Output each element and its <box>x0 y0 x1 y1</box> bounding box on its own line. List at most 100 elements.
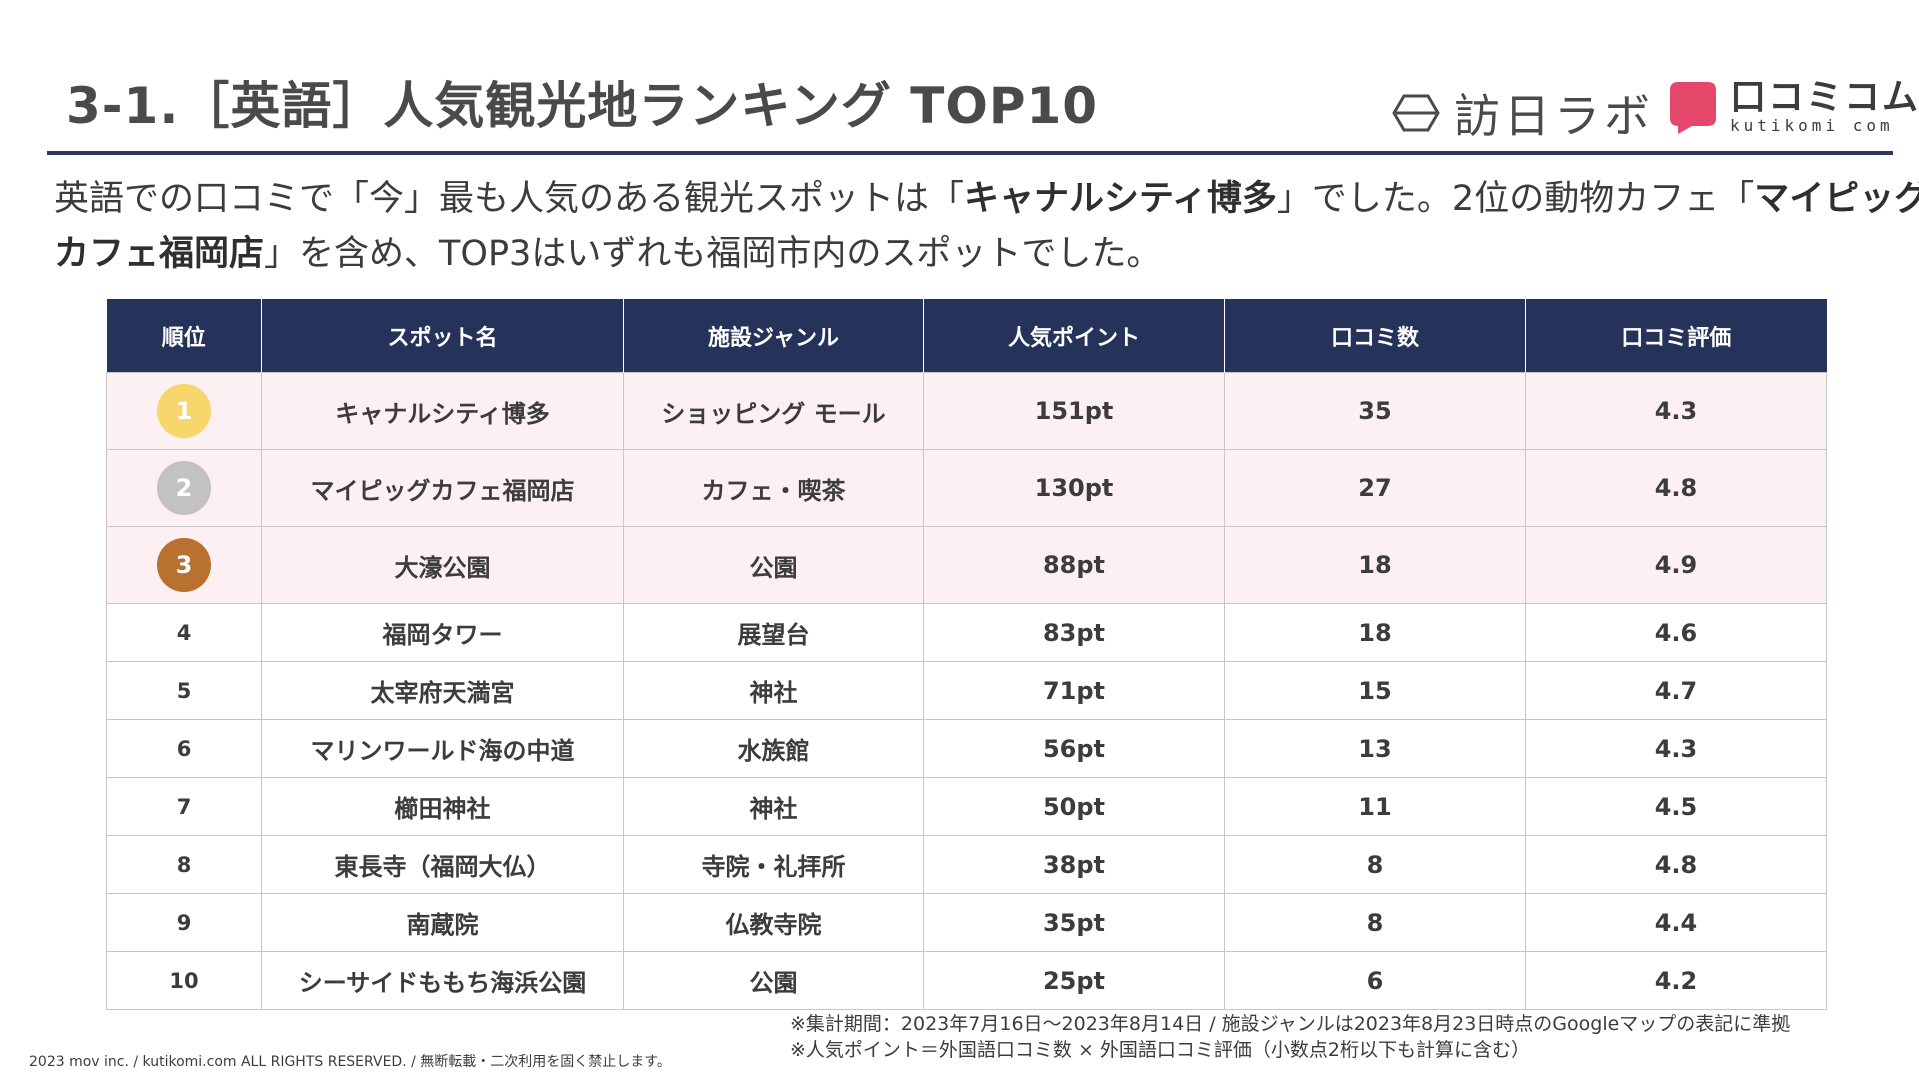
copyright-footer: 2023 mov inc. / kutikomi.com ALL RIGHTS … <box>29 1054 671 1070</box>
page-title: 3-1.［英語］人気観光地ランキング TOP10 <box>66 77 1099 135</box>
footnote-period: ※集計期間：2023年7月16日〜2023年8月14日 / 施設ジャンルは202… <box>790 1013 1791 1035</box>
ranking-table: 順位 スポット名 施設ジャンル 人気ポイント 口コミ数 口コミ評価 1 キャナル… <box>106 299 1827 1010</box>
table-row: 7 櫛田神社 神社 50pt 11 4.5 <box>106 777 1827 836</box>
inbound-lab-logo[interactable]: 訪日ラボ <box>1392 80 1654 146</box>
rank-cell: 10 <box>106 951 262 1010</box>
inbound-lab-logo-text: 訪日ラボ <box>1454 89 1654 143</box>
points-cell: 71pt <box>923 661 1225 720</box>
rating-cell: 4.5 <box>1525 777 1827 836</box>
points-cell: 38pt <box>923 835 1225 894</box>
rating-cell: 4.3 <box>1525 719 1827 778</box>
table-row: 10 シーサイドももち海浜公園 公園 25pt 6 4.2 <box>106 951 1827 1010</box>
review-count-cell: 27 <box>1224 449 1526 527</box>
lead-highlight-mipig-cont: カフェ福岡店 <box>54 234 265 274</box>
genre-cell: ショッピング モール <box>623 372 924 450</box>
kutikomi-logo-jp: 口コミコム <box>1730 77 1919 118</box>
header-review-count: 口コミ数 <box>1224 299 1526 373</box>
table-row: 4 福岡タワー 展望台 83pt 18 4.6 <box>106 603 1827 662</box>
spot-name-cell: マリンワールド海の中道 <box>261 719 624 778</box>
header-rank: 順位 <box>106 299 262 373</box>
rank-cell: 2 <box>106 449 262 527</box>
lead-highlight-canal-city: キャナルシティ博多 <box>964 179 1277 219</box>
spot-name-cell: 櫛田神社 <box>261 777 624 836</box>
hexagon-logo-icon <box>1392 94 1440 132</box>
genre-cell: 寺院・礼拝所 <box>623 835 924 894</box>
genre-cell: 公園 <box>623 526 924 604</box>
spot-name-cell: キャナルシティ博多 <box>261 372 624 450</box>
genre-cell: 展望台 <box>623 603 924 662</box>
table-row: 6 マリンワールド海の中道 水族館 56pt 13 4.3 <box>106 719 1827 778</box>
review-count-cell: 35 <box>1224 372 1526 450</box>
table-row: 5 太宰府天満宮 神社 71pt 15 4.7 <box>106 661 1827 720</box>
spot-name-cell: 東長寺（福岡大仏） <box>261 835 624 894</box>
rank-cell: 4 <box>106 603 262 662</box>
lead-highlight-mipig: マイピッグ <box>1754 179 1919 219</box>
genre-cell: 公園 <box>623 951 924 1010</box>
spot-name-cell: 太宰府天満宮 <box>261 661 624 720</box>
review-count-cell: 18 <box>1224 526 1526 604</box>
rank-cell: 7 <box>106 777 262 836</box>
rank-cell: 5 <box>106 661 262 720</box>
lead-paragraph: 英語での口コミで「今」最も人気のある観光スポットは「キャナルシティ博多」でした。… <box>54 172 1919 282</box>
genre-cell: 水族館 <box>623 719 924 778</box>
rating-cell: 4.8 <box>1525 449 1827 527</box>
review-count-cell: 13 <box>1224 719 1526 778</box>
table-row: 2 マイピッグカフェ福岡店 カフェ・喫茶 130pt 27 4.8 <box>106 449 1827 527</box>
rank-cell: 1 <box>106 372 262 450</box>
table-header-row: 順位 スポット名 施設ジャンル 人気ポイント 口コミ数 口コミ評価 <box>106 299 1827 373</box>
rating-cell: 4.7 <box>1525 661 1827 720</box>
header-points: 人気ポイント <box>923 299 1225 373</box>
footnotes: ※集計期間：2023年7月16日〜2023年8月14日 / 施設ジャンルは202… <box>790 1011 1790 1063</box>
points-cell: 56pt <box>923 719 1225 778</box>
table-row: 3 大濠公園 公園 88pt 18 4.9 <box>106 526 1827 604</box>
table-row: 8 東長寺（福岡大仏） 寺院・礼拝所 38pt 8 4.8 <box>106 835 1827 894</box>
points-cell: 35pt <box>923 893 1225 952</box>
header-spot-name: スポット名 <box>261 299 624 373</box>
review-count-cell: 18 <box>1224 603 1526 662</box>
title-divider <box>47 151 1893 155</box>
spot-name-cell: 大濠公園 <box>261 526 624 604</box>
footnote-points-formula: ※人気ポイント＝外国語口コミ数 × 外国語口コミ評価（小数点2桁以下も計算に含む… <box>790 1039 1531 1061</box>
rank-cell: 3 <box>106 526 262 604</box>
spot-name-cell: シーサイドももち海浜公園 <box>261 951 624 1010</box>
gold-medal-badge: 1 <box>157 384 211 438</box>
table-row: 9 南蔵院 仏教寺院 35pt 8 4.4 <box>106 893 1827 952</box>
lead-text: 」でした。2位の動物カフェ「 <box>1276 179 1755 219</box>
rank-cell: 8 <box>106 835 262 894</box>
kutikomi-logo-en: kutikomi com <box>1730 116 1894 135</box>
rank-cell: 6 <box>106 719 262 778</box>
genre-cell: 神社 <box>623 777 924 836</box>
rating-cell: 4.8 <box>1525 835 1827 894</box>
rating-cell: 4.2 <box>1525 951 1827 1010</box>
genre-cell: 仏教寺院 <box>623 893 924 952</box>
review-count-cell: 15 <box>1224 661 1526 720</box>
rating-cell: 4.3 <box>1525 372 1827 450</box>
header-rating: 口コミ評価 <box>1525 299 1827 373</box>
speech-bubble-logo-icon <box>1670 82 1716 134</box>
rank-cell: 9 <box>106 893 262 952</box>
review-count-cell: 8 <box>1224 835 1526 894</box>
bronze-medal-badge: 3 <box>157 538 211 592</box>
rating-cell: 4.6 <box>1525 603 1827 662</box>
lead-text: 英語での口コミで「今」最も人気のある観光スポットは「 <box>54 179 965 219</box>
rating-cell: 4.9 <box>1525 526 1827 604</box>
spot-name-cell: 南蔵院 <box>261 893 624 952</box>
points-cell: 151pt <box>923 372 1225 450</box>
genre-cell: 神社 <box>623 661 924 720</box>
review-count-cell: 11 <box>1224 777 1526 836</box>
spot-name-cell: 福岡タワー <box>261 603 624 662</box>
review-count-cell: 6 <box>1224 951 1526 1010</box>
review-count-cell: 8 <box>1224 893 1526 952</box>
silver-medal-badge: 2 <box>157 461 211 515</box>
kutikomi-logo[interactable]: 口コミコム kutikomi com <box>1668 79 1919 135</box>
table-row: 1 キャナルシティ博多 ショッピング モール 151pt 35 4.3 <box>106 372 1827 450</box>
points-cell: 130pt <box>923 449 1225 527</box>
header-genre: 施設ジャンル <box>623 299 924 373</box>
points-cell: 50pt <box>923 777 1225 836</box>
spot-name-cell: マイピッグカフェ福岡店 <box>261 449 624 527</box>
lead-text: 」を含め、TOP3はいずれも福岡市内のスポットでした。 <box>264 234 1162 274</box>
rating-cell: 4.4 <box>1525 893 1827 952</box>
points-cell: 83pt <box>923 603 1225 662</box>
points-cell: 25pt <box>923 951 1225 1010</box>
genre-cell: カフェ・喫茶 <box>623 449 924 527</box>
